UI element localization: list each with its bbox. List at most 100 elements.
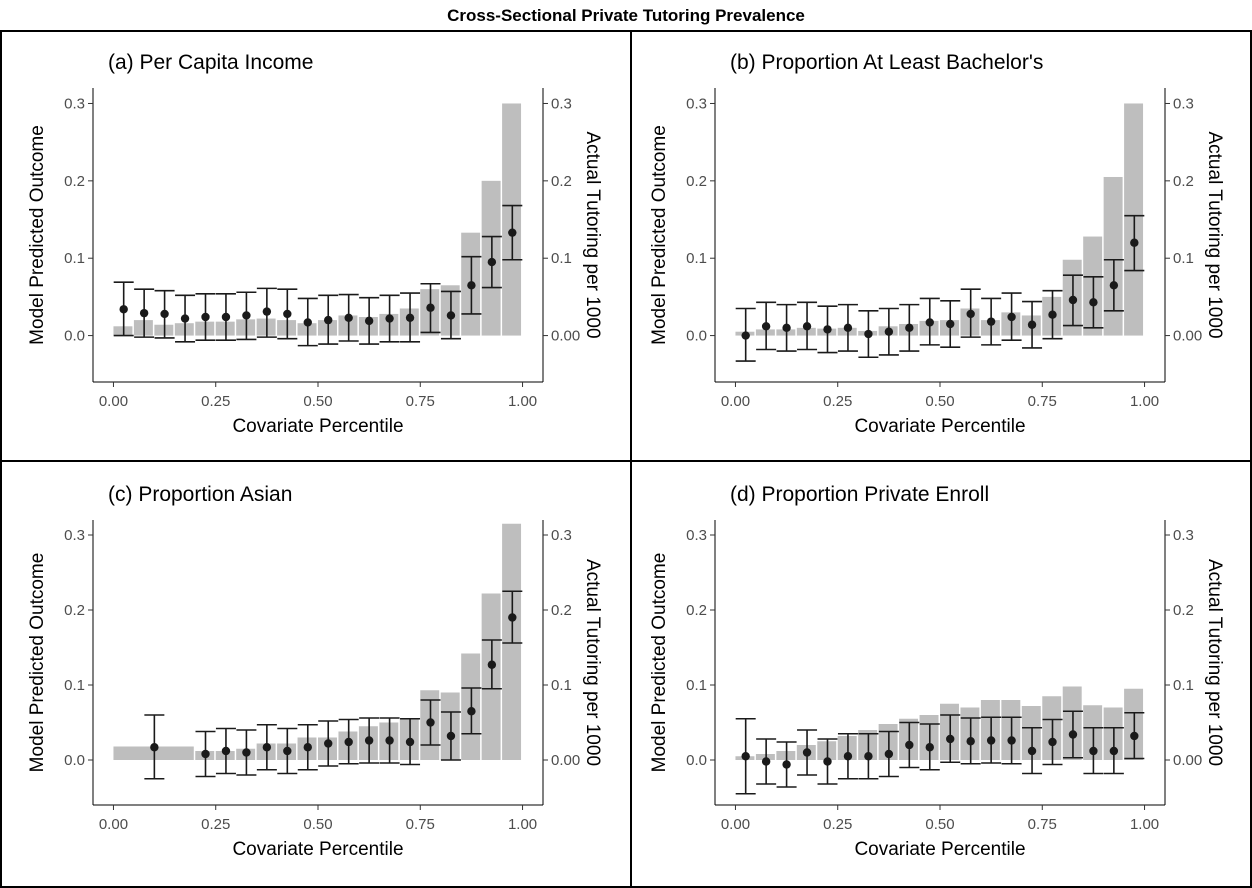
y2-tick-label-d-3: 0.3 <box>1173 527 1194 544</box>
point-d-5 <box>843 752 853 761</box>
y-axis-title-b: Model Predicted Outcome <box>649 125 670 345</box>
x-axis-title-b: Covariate Percentile <box>854 416 1025 437</box>
point-d-6 <box>864 752 873 761</box>
y2-tick-label-d-2: 0.2 <box>1173 602 1194 619</box>
point-d-13 <box>1007 736 1016 745</box>
figure-title: Cross-Sectional Private Tutoring Prevale… <box>447 6 805 25</box>
x-tick-label-b-3: 0.75 <box>1028 393 1057 410</box>
point-d-9 <box>925 743 934 752</box>
point-a-12 <box>364 316 374 326</box>
point-c-11 <box>405 737 415 747</box>
point-b-4 <box>823 325 832 334</box>
point-d-11 <box>966 737 975 746</box>
x-tick-label-b-4: 1.00 <box>1130 393 1159 410</box>
y-tick-label-d-3: 0.3 <box>686 527 707 544</box>
panel-b: 0.00 0.25 0.50 0.75 1.00 0.0 0.1 0.2 0.3 0.00 0.1 0… <box>649 51 1225 437</box>
panel-title-b: (b) Proportion At Least Bachelor's <box>730 51 1043 74</box>
y-tick-label-b-3: 0.3 <box>686 95 707 112</box>
y2-axis-title-c: Actual Tutoring per 1000 <box>582 559 603 766</box>
point-d-3 <box>802 748 812 757</box>
point-a-15 <box>426 303 435 312</box>
y2-tick-label-c-3: 0.3 <box>551 527 572 544</box>
point-d-16 <box>1068 730 1078 739</box>
point-c-2 <box>221 746 231 756</box>
y-tick-label-b-0: 0.0 <box>686 328 707 345</box>
point-c-12 <box>426 718 435 727</box>
point-d-19 <box>1130 731 1139 741</box>
point-c-13 <box>446 731 456 741</box>
panel-title-a: (a) Per Capita Income <box>108 51 313 74</box>
point-a-7 <box>262 307 272 316</box>
y-tick-label-d-1: 0.1 <box>686 677 707 694</box>
point-b-2 <box>782 323 791 333</box>
point-a-1 <box>139 308 149 318</box>
point-c-8 <box>344 737 353 747</box>
y2-tick-label-b-0: 0.00 <box>1173 328 1202 345</box>
point-a-8 <box>283 309 292 319</box>
point-c-6 <box>303 743 312 752</box>
point-b-7 <box>884 327 894 336</box>
y2-tick-label-a-1: 0.1 <box>551 250 572 267</box>
point-d-15 <box>1048 737 1057 747</box>
point-c-4 <box>262 743 272 752</box>
y-tick-label-c-1: 0.1 <box>64 677 85 694</box>
point-d-10 <box>946 734 955 744</box>
point-a-16 <box>446 311 456 320</box>
x-axis-title-d: Covariate Percentile <box>854 839 1025 860</box>
point-d-2 <box>782 760 791 769</box>
x-tick-label-d-0: 0.00 <box>721 816 750 833</box>
point-a-13 <box>385 314 394 323</box>
x-tick-label-c-3: 0.75 <box>406 816 435 833</box>
point-a-19 <box>508 228 517 237</box>
point-c-3 <box>242 748 251 757</box>
point-a-2 <box>160 309 169 319</box>
point-a-17 <box>467 281 476 290</box>
x-tick-label-b-0: 0.00 <box>721 393 750 410</box>
y-tick-label-a-2: 0.2 <box>64 173 85 190</box>
x-tick-label-d-1: 0.25 <box>823 816 852 833</box>
x-tick-label-a-0: 0.00 <box>99 393 128 410</box>
x-tick-label-d-3: 0.75 <box>1028 816 1057 833</box>
y-tick-label-d-0: 0.0 <box>686 752 707 769</box>
point-b-12 <box>986 317 996 326</box>
point-b-15 <box>1048 310 1057 319</box>
point-d-1 <box>761 757 771 766</box>
x-tick-label-c-4: 1.00 <box>508 816 537 833</box>
point-b-1 <box>761 322 771 331</box>
y-tick-label-a-1: 0.1 <box>64 250 85 267</box>
point-b-18 <box>1109 281 1119 290</box>
x-tick-label-d-4: 1.00 <box>1130 816 1159 833</box>
point-a-4 <box>201 312 210 322</box>
point-a-6 <box>242 311 251 320</box>
x-axis-title-a: Covariate Percentile <box>232 416 403 437</box>
y2-axis-title-a: Actual Tutoring per 1000 <box>582 131 603 338</box>
x-tick-label-c-1: 0.25 <box>201 816 230 833</box>
x-tick-label-b-2: 0.50 <box>925 393 954 410</box>
y2-tick-label-a-3: 0.3 <box>551 95 572 112</box>
point-a-14 <box>405 313 415 322</box>
x-axis-title-c: Covariate Percentile <box>232 839 403 860</box>
y2-tick-label-b-3: 0.3 <box>1173 95 1194 112</box>
y2-axis-title-b: Actual Tutoring per 1000 <box>1204 131 1225 338</box>
point-c-5 <box>283 746 292 756</box>
y-tick-label-a-0: 0.0 <box>64 328 85 345</box>
y2-tick-label-c-0: 0.00 <box>551 752 580 769</box>
panel-d: 0.00 0.25 0.50 0.75 1.00 0.0 0.1 0.2 0.3 0.00 0.1 0… <box>649 483 1225 860</box>
point-c-14 <box>467 707 476 716</box>
point-d-4 <box>823 757 832 766</box>
y2-axis-title-d: Actual Tutoring per 1000 <box>1204 559 1225 766</box>
x-tick-label-b-1: 0.25 <box>823 393 852 410</box>
y2-tick-label-a-2: 0.2 <box>551 173 572 190</box>
point-b-10 <box>946 319 955 329</box>
x-tick-label-c-2: 0.50 <box>303 816 332 833</box>
y2-tick-label-b-2: 0.2 <box>1173 173 1194 190</box>
point-b-3 <box>802 322 812 331</box>
point-b-8 <box>905 323 914 333</box>
panel-title-d: (d) Proportion Private Enroll <box>730 483 989 506</box>
point-d-0 <box>741 752 750 761</box>
x-tick-label-d-2: 0.50 <box>925 816 954 833</box>
y-tick-label-c-2: 0.2 <box>64 602 85 619</box>
x-tick-label-c-0: 0.00 <box>99 816 128 833</box>
y-tick-label-c-0: 0.0 <box>64 752 85 769</box>
